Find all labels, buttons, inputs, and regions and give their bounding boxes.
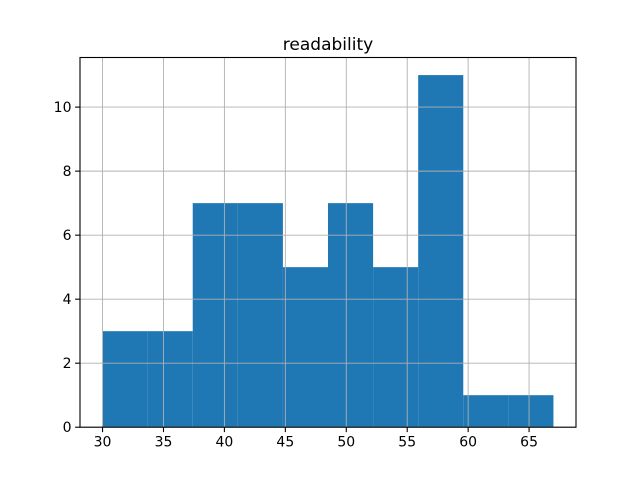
x-tick-label-6: 60 [459,435,477,451]
histogram-bar-0 [102,331,148,428]
plot-frame [79,56,577,428]
bars-layer [102,75,554,428]
histogram-bar-5 [328,203,374,428]
chart-title: readability [283,35,373,55]
y-tick-label-1: 2 [63,356,72,372]
histogram-bar-4 [282,267,328,428]
histogram-bar-6 [373,267,419,428]
x-tick-label-4: 50 [337,435,355,451]
x-tick-label-2: 40 [215,435,233,451]
histogram-bar-7 [418,75,464,428]
x-tick-label-5: 55 [398,435,416,451]
x-tick-label-7: 65 [520,435,538,451]
x-tick-label-3: 45 [276,435,294,451]
y-tick-label-5: 10 [54,100,72,116]
histogram-bar-9 [508,395,554,428]
y-tick-label-4: 8 [63,164,72,180]
tick-labels-layer: 30 35 40 45 50 55 60 65 0 2 4 6 8 10 [54,100,538,451]
x-tick-label-1: 35 [155,435,173,451]
axes-layer [79,56,577,428]
histogram-bar-8 [463,395,509,428]
grid-layer [80,57,576,428]
x-tick-label-0: 30 [94,435,112,451]
y-tick-label-2: 4 [63,292,72,308]
histogram-bar-2 [192,203,238,428]
y-tick-label-0: 0 [63,420,72,436]
y-tick-label-3: 6 [63,228,72,244]
histogram-bar-3 [237,203,283,428]
histogram-bar-1 [147,331,193,428]
